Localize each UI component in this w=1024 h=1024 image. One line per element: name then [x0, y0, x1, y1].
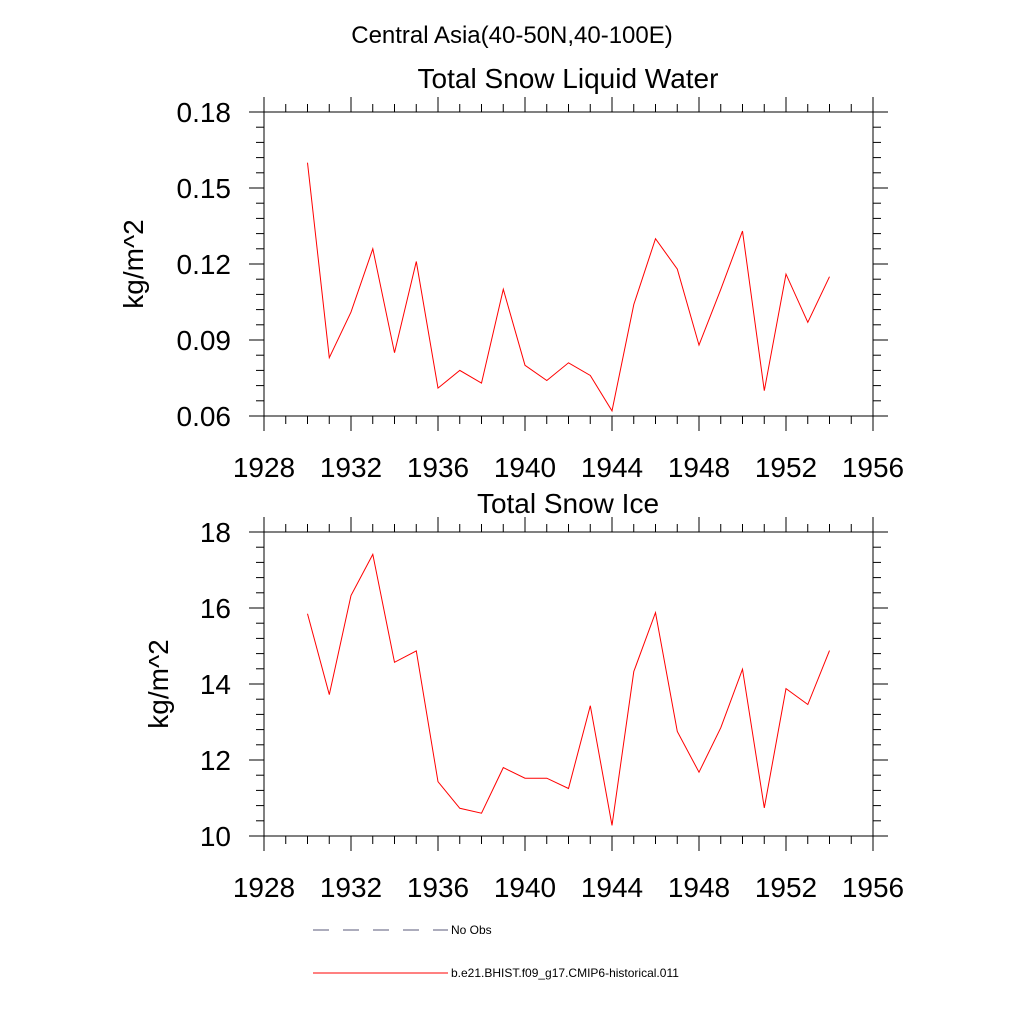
figure-title: Central Asia(40-50N,40-100E): [351, 22, 673, 49]
plot-frame: [263, 111, 874, 417]
snow-ice-panel: Total Snow Ice kg/m^2 1928 1932 1936 1940 19…: [143, 488, 904, 903]
x-tick-label: 1944: [581, 872, 643, 903]
legend-item-no-obs: No Obs: [313, 923, 492, 937]
legend-label: b.e21.BHIST.f09_g17.CMIP6-historical.011: [451, 966, 679, 980]
y-tick-label: 0.15: [177, 173, 232, 204]
x-tick-label: 1936: [407, 872, 469, 903]
y-tick-label: 0.12: [177, 249, 232, 280]
x-tick-label: 1936: [407, 452, 469, 483]
x-tick-label: 1948: [668, 452, 730, 483]
y-tick-label: 0.06: [177, 401, 232, 432]
y-tick-label: 18: [200, 517, 231, 548]
x-tick-label: 1948: [668, 872, 730, 903]
x-tick-label: 1956: [842, 452, 904, 483]
y-tick-label: 12: [200, 745, 231, 776]
legend: No Obs b.e21.BHIST.f09_g17.CMIP6-histori…: [313, 923, 679, 980]
legend-item-model-run: b.e21.BHIST.f09_g17.CMIP6-historical.011: [313, 966, 679, 980]
panel-title: Total Snow Ice: [477, 488, 659, 519]
x-tick-label: 1932: [320, 452, 382, 483]
y-axis-label: kg/m^2: [143, 639, 174, 728]
tick-marks: [249, 97, 888, 431]
panel-title: Total Snow Liquid Water: [418, 63, 719, 94]
series-line: [307, 552, 830, 826]
x-tick-label: 1932: [320, 872, 382, 903]
x-tick-label: 1940: [494, 452, 556, 483]
x-tick-label: 1952: [755, 452, 817, 483]
x-tick-label: 1928: [233, 452, 295, 483]
y-tick-label: 16: [200, 593, 231, 624]
y-axis-label: kg/m^2: [118, 219, 149, 308]
x-tick-label: 1944: [581, 452, 643, 483]
x-tick-label: 1928: [233, 872, 295, 903]
x-tick-label: 1956: [842, 872, 904, 903]
x-tick-label: 1940: [494, 872, 556, 903]
y-tick-label: 0.18: [177, 97, 232, 128]
series-line: [307, 162, 830, 413]
snow-liquid-water-panel: Total Snow Liquid Water kg/m^2 1928 1932 1…: [118, 63, 904, 483]
y-tick-label: 0.09: [177, 325, 232, 356]
legend-label: No Obs: [451, 923, 492, 937]
y-tick-label: 14: [200, 669, 231, 700]
x-tick-label: 1952: [755, 872, 817, 903]
plot-frame: [263, 531, 874, 837]
tick-marks: [249, 517, 888, 851]
y-tick-label: 10: [200, 821, 231, 852]
